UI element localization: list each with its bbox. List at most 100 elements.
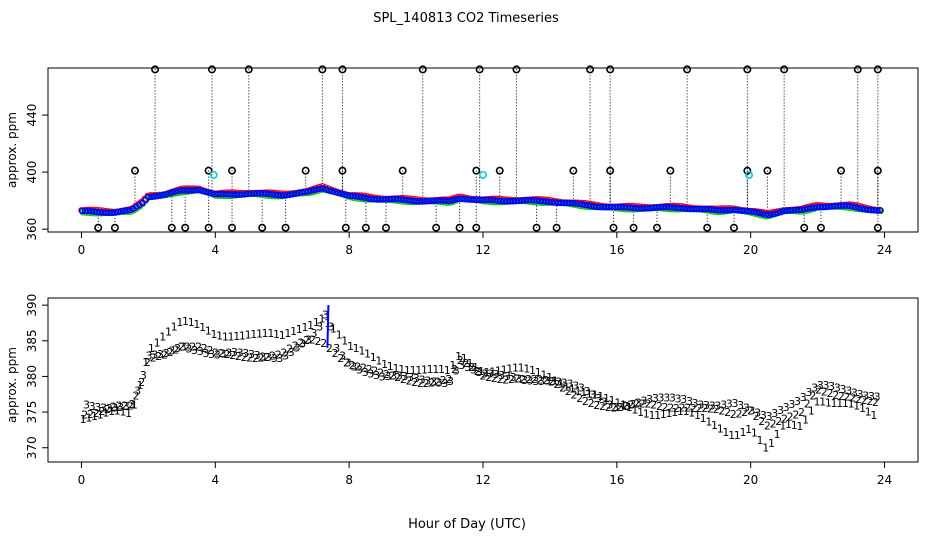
series-3-point: 3 xyxy=(350,360,357,373)
series-3-point: 3 xyxy=(259,350,266,363)
series-1-point: 1 xyxy=(432,363,439,376)
outlier-mid-point xyxy=(338,166,347,175)
series-1-point: 1 xyxy=(142,356,149,369)
series-1-point: 1 xyxy=(239,330,246,343)
series-3-point: 3 xyxy=(572,379,579,392)
series-3-point xyxy=(361,194,369,202)
outlier-low-point xyxy=(609,223,618,232)
outlier-low-point xyxy=(729,223,738,232)
series-3-point xyxy=(512,197,520,205)
series-3-point xyxy=(370,195,378,203)
series-3-point xyxy=(518,197,526,204)
series-3-point xyxy=(711,206,718,214)
series-1-point: 1 xyxy=(199,321,206,334)
series-3-point: 3 xyxy=(396,370,403,383)
series-1-point: 1 xyxy=(688,407,695,420)
series-2-point: 2 xyxy=(155,350,162,363)
series-1-point: 1 xyxy=(245,328,252,341)
series-2-point: 2 xyxy=(679,402,686,415)
series-3-point: 3 xyxy=(692,397,699,410)
series-3-point: 3 xyxy=(731,397,738,410)
y-tick-label: 390 xyxy=(25,294,39,317)
series-1-point: 1 xyxy=(444,364,451,377)
series-1-point: 1 xyxy=(466,357,473,370)
series-2-point: 2 xyxy=(133,389,140,402)
series-2-point: 2 xyxy=(673,402,680,415)
series-3-point xyxy=(554,199,562,207)
series-3-point xyxy=(852,203,860,211)
series-3-point xyxy=(599,203,607,211)
series-3-point: 3 xyxy=(242,347,249,360)
series-1-point: 1 xyxy=(722,426,729,439)
series-3-point: 3 xyxy=(783,401,790,414)
series-2-point: 2 xyxy=(531,373,538,386)
series-3-point: 3 xyxy=(441,377,448,390)
series-1-point: 1 xyxy=(290,325,297,338)
series-2-point: 2 xyxy=(235,350,242,363)
series-3-point xyxy=(211,190,218,198)
series-2-point: 2 xyxy=(787,410,794,423)
series-3-point: 3 xyxy=(578,382,585,395)
series-3-point: 3 xyxy=(419,373,426,386)
series-3-point xyxy=(801,205,809,213)
series-1-point: 1 xyxy=(575,385,582,398)
series-2-point: 2 xyxy=(605,401,612,414)
series-2-point: 2 xyxy=(701,402,708,415)
series-3-point xyxy=(190,187,197,194)
series-3-point xyxy=(376,196,384,203)
series-1-point: 1 xyxy=(501,364,508,377)
series-2-point: 2 xyxy=(804,397,811,410)
series-1-point: 1 xyxy=(774,428,781,441)
series-3-point: 3 xyxy=(635,396,642,409)
series-3-point xyxy=(780,207,788,215)
series-3-point xyxy=(678,204,685,212)
series-3-point: 3 xyxy=(481,368,488,381)
series-3-point xyxy=(205,189,212,196)
series-2-point: 2 xyxy=(485,371,492,384)
series-3-point xyxy=(816,203,824,211)
series-3-point xyxy=(837,202,845,209)
series-3-point xyxy=(548,198,556,206)
series-1-point: 1 xyxy=(848,397,855,410)
series-3-point xyxy=(292,190,300,197)
series-3-point: 3 xyxy=(271,352,278,365)
series-2-point: 2 xyxy=(110,401,117,414)
series-1-point: 1 xyxy=(796,420,803,433)
series-3-point: 3 xyxy=(658,391,665,404)
series-3-point xyxy=(804,205,812,212)
series-2-point: 2 xyxy=(388,369,395,382)
series-3-point: 3 xyxy=(868,390,875,403)
series-2-point: 2 xyxy=(115,400,122,413)
series-3-point xyxy=(714,206,721,214)
series-3-point xyxy=(813,203,821,211)
series-3-point: 3 xyxy=(128,398,135,411)
series-3-point xyxy=(774,209,782,217)
series-3-point xyxy=(117,208,125,215)
series-2-point: 2 xyxy=(798,406,805,419)
series-3-point: 3 xyxy=(760,409,767,422)
series-3-point: 3 xyxy=(811,381,818,394)
outlier-high-point xyxy=(207,65,216,74)
series-2-point: 2 xyxy=(565,385,572,398)
series-3-point xyxy=(298,189,306,196)
series-3-point: 3 xyxy=(805,386,812,399)
series-3-point xyxy=(87,207,95,215)
series-3-point xyxy=(620,203,628,211)
series-3-point xyxy=(834,202,842,210)
series-3-point xyxy=(840,202,848,209)
series-2-point: 2 xyxy=(861,394,868,407)
series-3-point xyxy=(367,195,375,203)
series-1-point: 1 xyxy=(307,319,314,332)
series-3-point: 3 xyxy=(845,385,852,398)
series-2-point: 2 xyxy=(417,377,424,390)
series-3-point xyxy=(346,192,354,200)
series-2-point: 2 xyxy=(104,403,111,416)
series-3-point: 3 xyxy=(515,372,522,385)
series-3-point: 3 xyxy=(248,348,255,361)
series-2-point: 2 xyxy=(189,340,196,353)
series-3-point xyxy=(669,204,676,211)
series-3-point xyxy=(102,209,110,217)
series-3-point: 3 xyxy=(225,347,232,360)
series-3-point xyxy=(810,204,818,211)
